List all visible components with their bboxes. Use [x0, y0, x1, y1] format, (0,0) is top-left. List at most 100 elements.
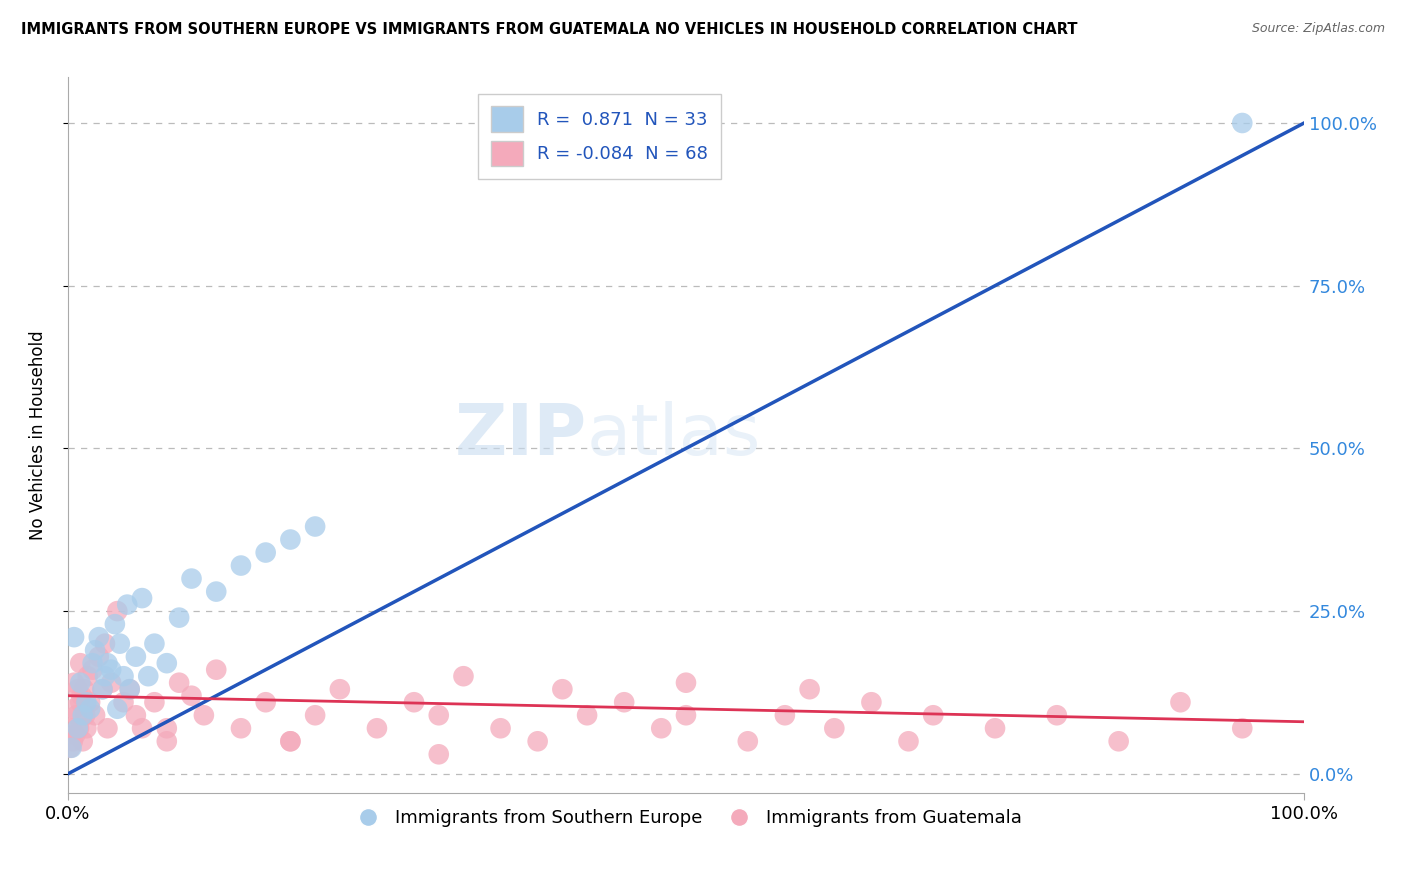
- Point: [167, 675, 190, 690]
- Point: [143, 637, 166, 651]
- Point: [75, 708, 97, 723]
- Point: [922, 708, 945, 723]
- Point: [180, 572, 202, 586]
- Point: [136, 669, 159, 683]
- Text: ZIP: ZIP: [456, 401, 588, 470]
- Point: [229, 721, 252, 735]
- Point: [63, 630, 86, 644]
- Point: [1046, 708, 1069, 723]
- Point: [551, 682, 574, 697]
- Legend: Immigrants from Southern Europe, Immigrants from Guatemala: Immigrants from Southern Europe, Immigra…: [343, 802, 1029, 834]
- Point: [63, 675, 86, 690]
- Point: [108, 637, 131, 651]
- Point: [75, 721, 97, 735]
- Point: [860, 695, 883, 709]
- Point: [87, 630, 110, 644]
- Text: IMMIGRANTS FROM SOUTHERN EUROPE VS IMMIGRANTS FROM GUATEMALA NO VEHICLES IN HOUS: IMMIGRANTS FROM SOUTHERN EUROPE VS IMMIG…: [21, 22, 1077, 37]
- Point: [1232, 116, 1254, 130]
- Point: [94, 637, 117, 651]
- Point: [125, 649, 148, 664]
- Point: [84, 708, 107, 723]
- Point: [69, 656, 91, 670]
- Point: [799, 682, 821, 697]
- Point: [112, 695, 135, 709]
- Point: [205, 663, 228, 677]
- Point: [96, 721, 118, 735]
- Point: [118, 682, 141, 697]
- Point: [69, 695, 91, 709]
- Point: [526, 734, 548, 748]
- Point: [131, 591, 153, 606]
- Point: [59, 740, 82, 755]
- Point: [69, 675, 91, 690]
- Point: [737, 734, 759, 748]
- Point: [62, 734, 84, 748]
- Point: [280, 734, 302, 748]
- Point: [100, 663, 122, 677]
- Point: [366, 721, 388, 735]
- Point: [613, 695, 636, 709]
- Point: [91, 682, 114, 697]
- Point: [156, 656, 179, 670]
- Point: [125, 708, 148, 723]
- Point: [72, 708, 94, 723]
- Point: [67, 721, 90, 735]
- Point: [115, 598, 138, 612]
- Point: [63, 702, 86, 716]
- Point: [180, 689, 202, 703]
- Point: [167, 610, 190, 624]
- Point: [427, 708, 450, 723]
- Point: [73, 682, 96, 697]
- Point: [229, 558, 252, 573]
- Point: [91, 682, 114, 697]
- Point: [87, 649, 110, 664]
- Point: [112, 669, 135, 683]
- Point: [82, 663, 104, 677]
- Point: [75, 695, 97, 709]
- Point: [675, 708, 697, 723]
- Point: [280, 533, 302, 547]
- Point: [897, 734, 920, 748]
- Point: [131, 721, 153, 735]
- Point: [329, 682, 352, 697]
- Point: [304, 519, 326, 533]
- Point: [118, 682, 141, 697]
- Point: [650, 721, 672, 735]
- Point: [205, 584, 228, 599]
- Point: [66, 721, 89, 735]
- Point: [427, 747, 450, 762]
- Point: [304, 708, 326, 723]
- Point: [254, 695, 277, 709]
- Point: [60, 740, 83, 755]
- Point: [104, 617, 127, 632]
- Point: [576, 708, 599, 723]
- Point: [100, 675, 122, 690]
- Point: [143, 695, 166, 709]
- Point: [105, 604, 128, 618]
- Point: [402, 695, 425, 709]
- Point: [254, 545, 277, 559]
- Point: [453, 669, 475, 683]
- Point: [65, 728, 87, 742]
- Point: [84, 643, 107, 657]
- Text: Source: ZipAtlas.com: Source: ZipAtlas.com: [1251, 22, 1385, 36]
- Point: [156, 721, 179, 735]
- Y-axis label: No Vehicles in Household: No Vehicles in Household: [30, 331, 46, 541]
- Point: [984, 721, 1007, 735]
- Point: [70, 689, 93, 703]
- Point: [193, 708, 215, 723]
- Point: [489, 721, 512, 735]
- Point: [1108, 734, 1130, 748]
- Point: [675, 675, 697, 690]
- Point: [94, 669, 117, 683]
- Point: [79, 695, 101, 709]
- Text: atlas: atlas: [588, 401, 762, 470]
- Point: [96, 656, 118, 670]
- Point: [1232, 721, 1254, 735]
- Point: [156, 734, 179, 748]
- Point: [76, 669, 98, 683]
- Point: [105, 702, 128, 716]
- Point: [823, 721, 845, 735]
- Point: [66, 682, 89, 697]
- Point: [773, 708, 796, 723]
